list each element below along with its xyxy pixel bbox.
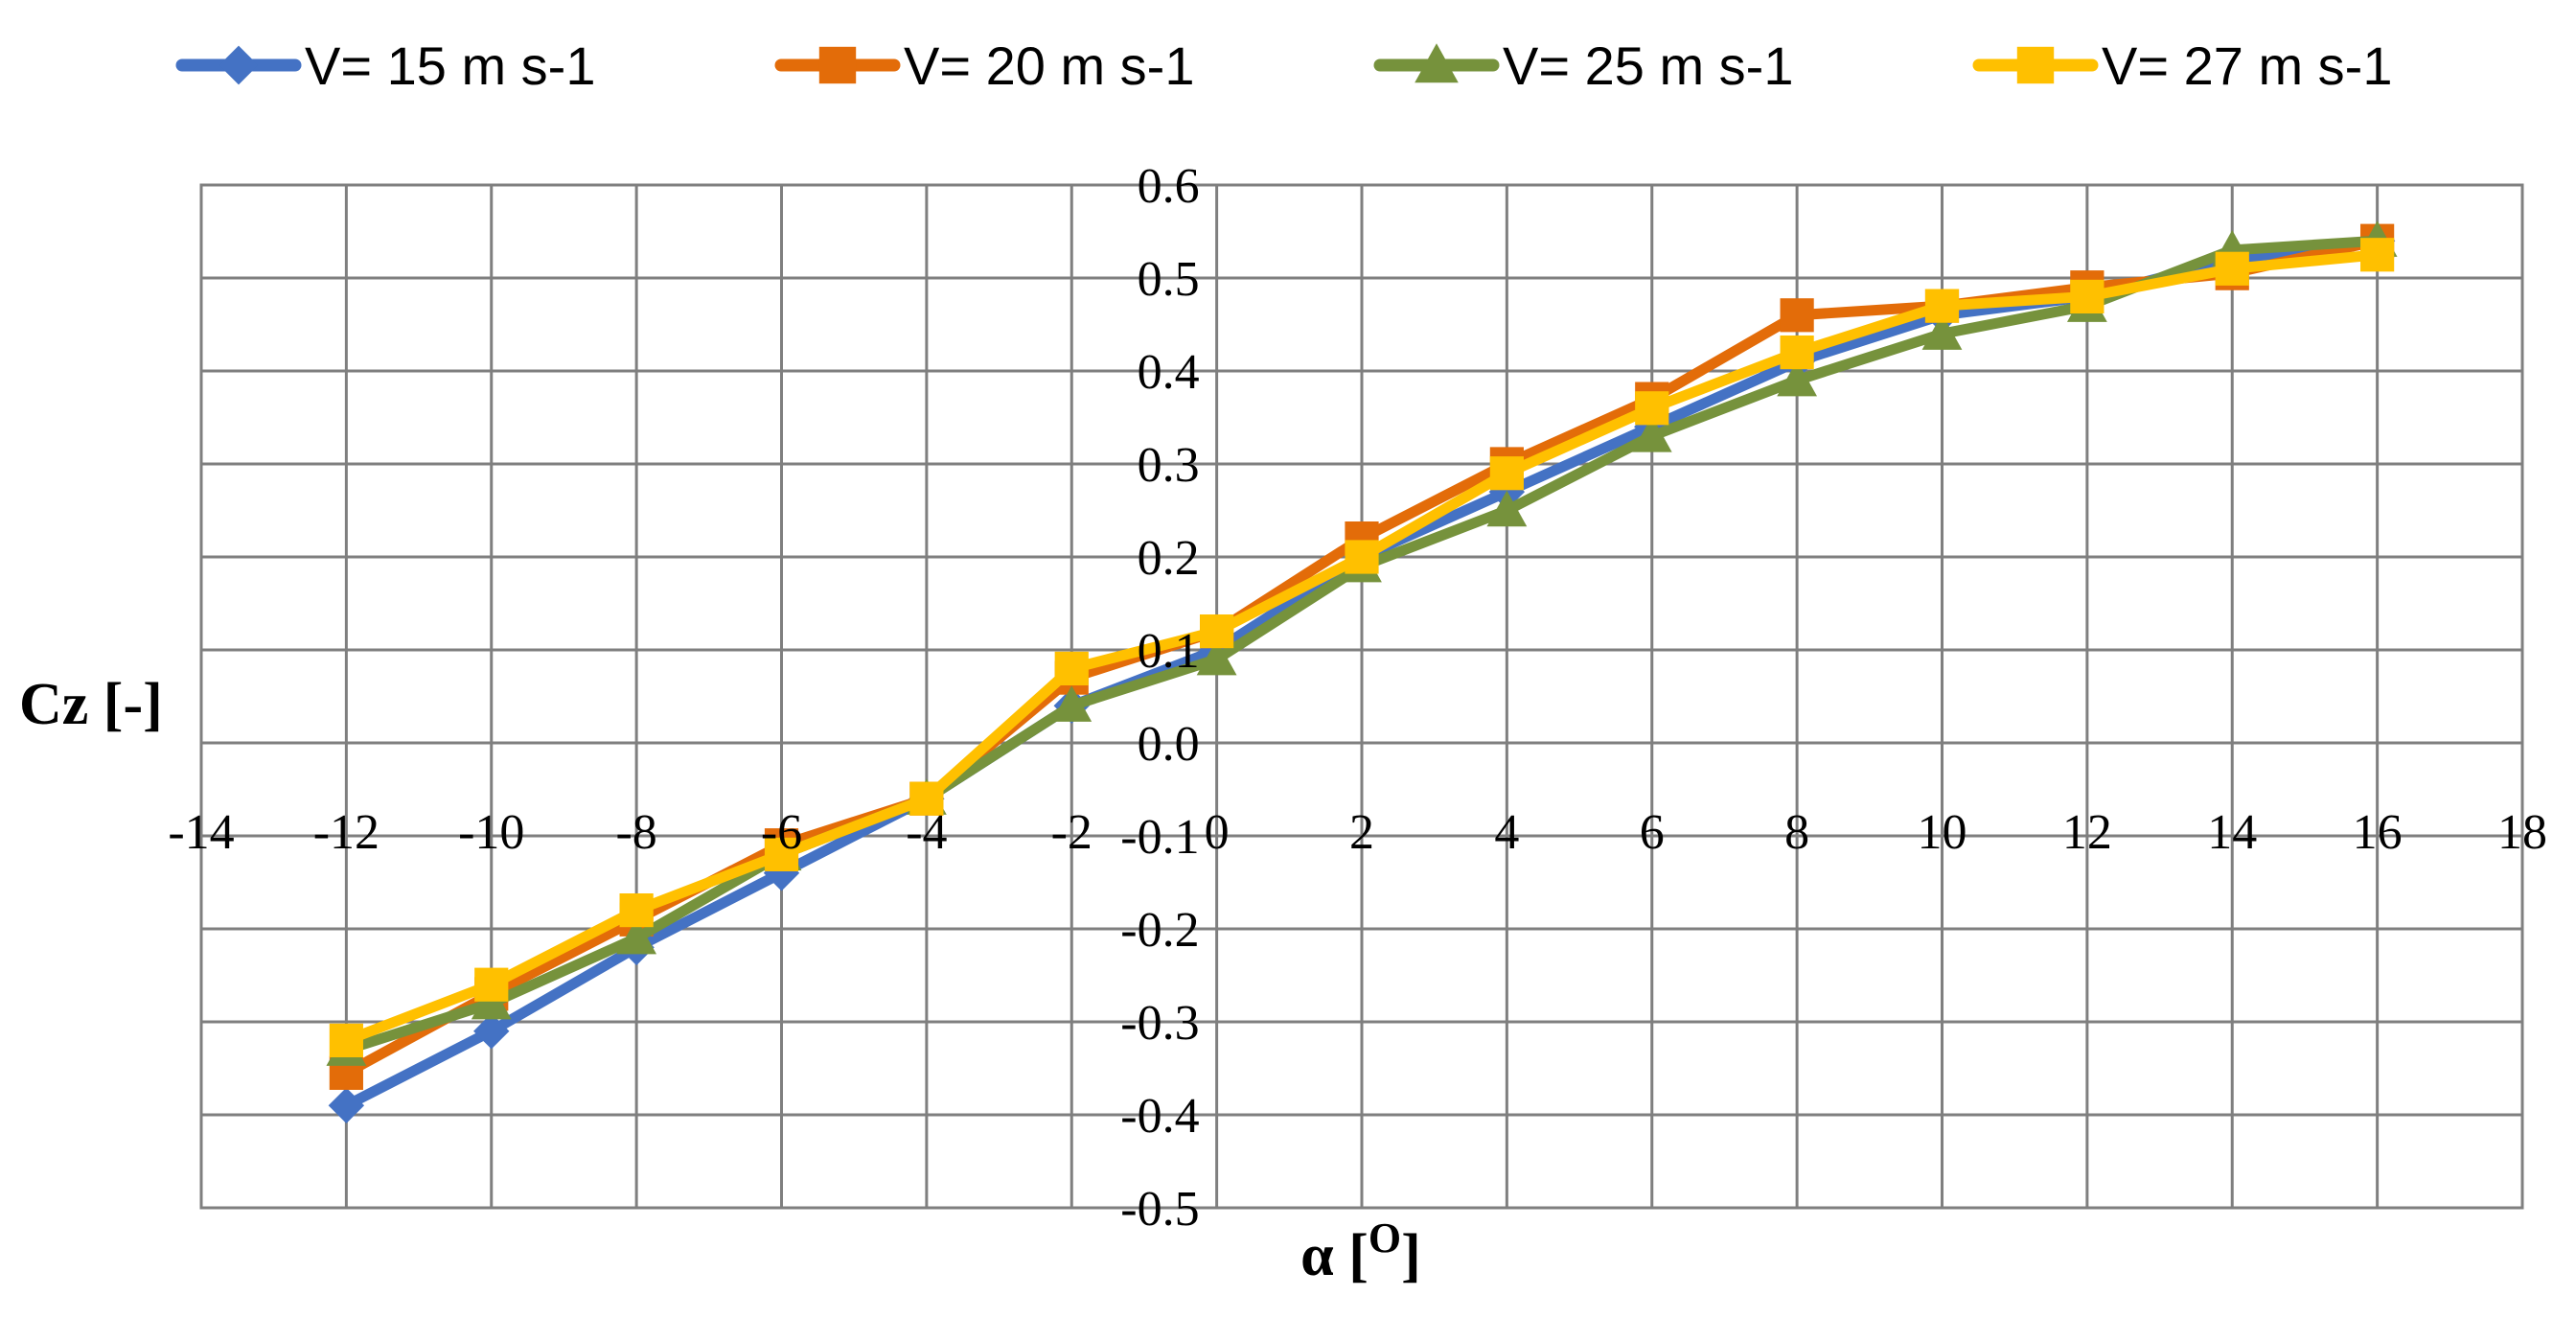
y-tick-labels: -0.5 -0.4 -0.3 -0.2 -0.1 0.0 0.1 0.2 0.3 0.4 0.5 0.… (1120, 159, 1199, 1237)
x-tick-label: 10 (1918, 805, 1967, 860)
x-axis-title: α [O] (1300, 1215, 1421, 1288)
data-point-marker (619, 893, 654, 928)
x-tick-label: -8 (615, 805, 656, 860)
y-tick-label: -0.2 (1120, 903, 1199, 958)
x-tick-label: 0 (1205, 805, 1230, 860)
series-layer (326, 220, 2398, 1123)
data-point-marker (1486, 490, 1528, 527)
x-tick-label: -4 (906, 805, 947, 860)
plot-frame (199, 183, 2524, 1210)
data-point-marker (1924, 289, 1960, 323)
data-point-marker (328, 1087, 365, 1123)
grid (199, 183, 2524, 1210)
data-point-marker (473, 1013, 510, 1050)
y-tick-label: -0.5 (1120, 1182, 1199, 1237)
y-tick-label: -0.1 (1120, 810, 1199, 865)
data-point-marker (1635, 391, 1669, 426)
data-point-marker (1414, 43, 1459, 83)
y-tick-label: 0.3 (1138, 438, 1200, 493)
data-point-marker (1921, 313, 1963, 350)
series-group (329, 238, 2395, 1057)
data-point-marker (764, 837, 799, 871)
legend-item: V= 20 m s-1 (774, 35, 1194, 96)
data-point-marker (2016, 46, 2055, 84)
data-point-marker (1345, 540, 1379, 574)
data-point-marker (1631, 416, 1672, 452)
y-tick-label: -0.3 (1120, 996, 1199, 1051)
data-point-marker (1196, 638, 1237, 676)
y-tick-label: 0.6 (1138, 159, 1200, 214)
x-tick-label: 16 (2353, 805, 2403, 860)
y-tick-label: 0.2 (1138, 531, 1200, 586)
data-point-marker (909, 781, 944, 816)
legend: V= 15 m s-1 V= 20 m s-1 V= 25 m s-1 V= 27 m… (175, 35, 2392, 96)
legend-label: V= 15 m s-1 (305, 35, 595, 96)
x-tick-labels: -14 -12 -10 -8 -6 -4 -2 0 2 4 6 8 10 12 14 16 18 (168, 805, 2547, 860)
y-tick-label: 0.1 (1138, 624, 1200, 679)
data-point-marker (218, 45, 259, 85)
data-point-marker (1054, 651, 1089, 685)
data-point-marker (818, 46, 857, 84)
x-tick-label: -2 (1051, 805, 1092, 860)
x-tick-label: 4 (1494, 805, 1519, 860)
legend-label: V= 27 m s-1 (2102, 35, 2392, 96)
y-tick-label: 0.0 (1138, 717, 1200, 772)
data-point-marker (2070, 279, 2104, 313)
data-point-marker (1777, 359, 1818, 397)
data-point-marker (616, 917, 657, 955)
data-point-marker (1780, 298, 1814, 333)
data-point-marker (1489, 456, 1524, 491)
x-tick-label: 2 (1349, 805, 1374, 860)
y-tick-label: -0.4 (1120, 1089, 1199, 1144)
x-tick-label: -14 (168, 805, 234, 860)
legend-item: V= 27 m s-1 (1972, 35, 2392, 96)
x-tick-label: 12 (2062, 805, 2112, 860)
x-tick-label: 14 (2207, 805, 2257, 860)
legend-item: V= 25 m s-1 (1373, 35, 1793, 96)
y-axis-title: Cz [-] (19, 672, 163, 737)
legend-label: V= 25 m s-1 (1503, 35, 1793, 96)
x-tick-label: 8 (1784, 805, 1809, 860)
legend-label: V= 20 m s-1 (904, 35, 1194, 96)
x-tick-label: 6 (1640, 805, 1665, 860)
legend-item: V= 15 m s-1 (175, 35, 595, 96)
data-point-marker (2360, 238, 2395, 272)
data-point-marker (329, 1023, 363, 1057)
data-point-marker (1200, 614, 1234, 649)
data-point-marker (474, 967, 509, 1002)
x-tick-label: -12 (313, 805, 380, 860)
x-tick-label: 18 (2497, 805, 2547, 860)
x-tick-label: -6 (761, 805, 802, 860)
data-point-marker (1051, 685, 1092, 722)
y-tick-label: 0.5 (1138, 252, 1200, 307)
data-point-marker (2215, 251, 2249, 286)
data-point-marker (1780, 336, 1814, 370)
x-tick-label: -10 (458, 805, 524, 860)
y-tick-label: 0.4 (1138, 345, 1200, 400)
